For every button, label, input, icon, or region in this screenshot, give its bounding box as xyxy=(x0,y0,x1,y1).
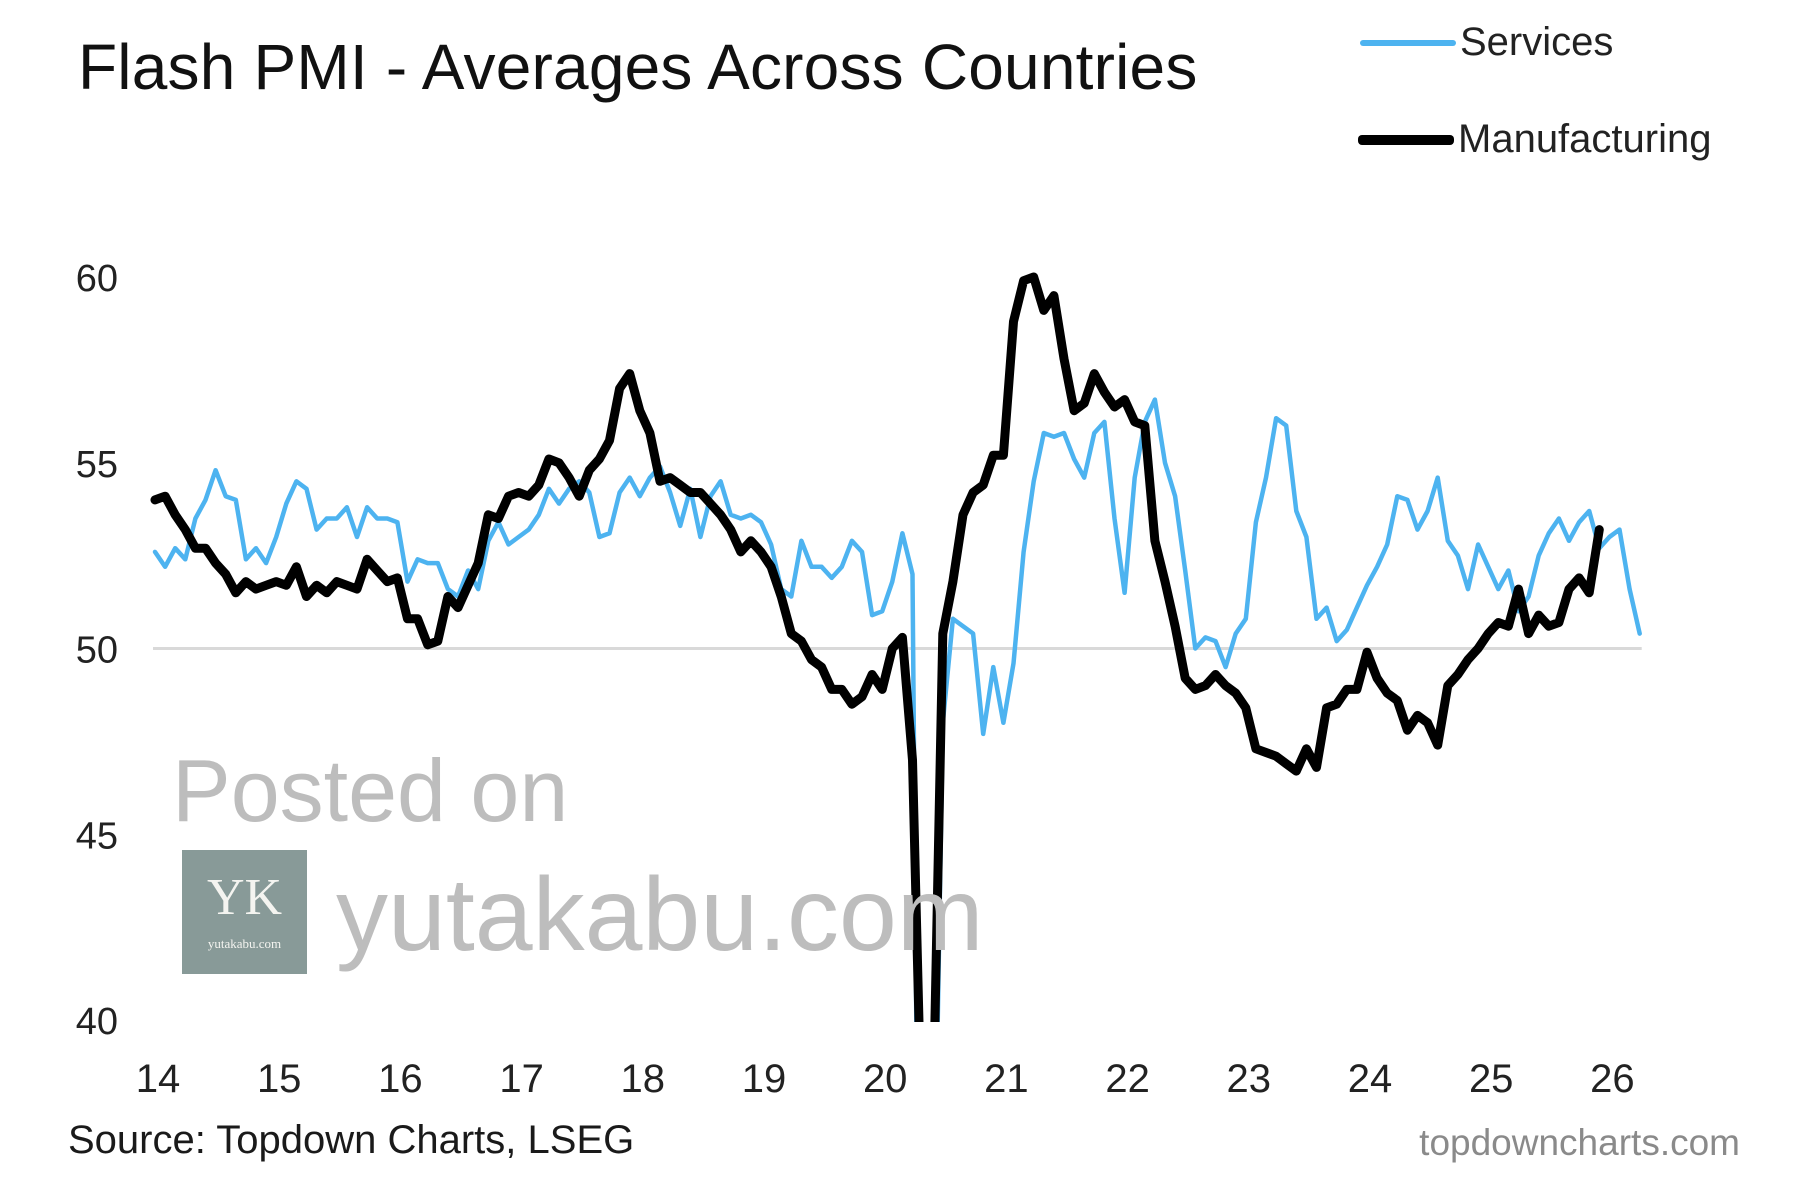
y-tick-label: 55 xyxy=(76,444,118,486)
watermark-posted-on: Posted on xyxy=(172,741,569,840)
x-axis: 14 15 16 17 18 19 20 21 22 23 24 25 26 xyxy=(136,1057,1635,1101)
x-tick-label: 26 xyxy=(1590,1057,1635,1101)
x-tick-label: 14 xyxy=(136,1057,181,1101)
legend-label-manufacturing: Manufacturing xyxy=(1458,117,1712,161)
watermark-site: yutakabu.com xyxy=(336,857,984,973)
logo-text: yutakabu.com xyxy=(207,936,282,951)
legend-label-services: Services xyxy=(1460,20,1614,64)
series-layer xyxy=(150,272,1642,1022)
y-tick-label: 40 xyxy=(76,1001,118,1043)
credit-link[interactable]: topdowncharts.com xyxy=(1419,1122,1740,1163)
x-tick-label: 18 xyxy=(621,1057,666,1101)
legend-item-services: Services xyxy=(1360,20,1613,65)
y-tick-label: 50 xyxy=(76,630,118,672)
legend-swatch-manufacturing xyxy=(1358,134,1454,145)
x-tick-label: 21 xyxy=(984,1057,1029,1101)
y-axis: 60 55 50 45 40 xyxy=(76,258,118,1043)
series-line-services xyxy=(152,397,1642,1022)
x-tick-label: 19 xyxy=(742,1057,787,1101)
x-tick-label: 24 xyxy=(1348,1057,1393,1101)
legend-swatch-services xyxy=(1360,39,1456,46)
x-tick-label: 23 xyxy=(1227,1057,1272,1101)
x-tick-label: 22 xyxy=(1105,1057,1150,1101)
legend-item-manufacturing: Manufacturing xyxy=(1358,117,1711,162)
y-tick-label: 60 xyxy=(76,258,118,300)
source-note: Source: Topdown Charts, LSEG xyxy=(68,1118,635,1162)
x-tick-label: 25 xyxy=(1469,1057,1514,1101)
x-tick-label: 16 xyxy=(378,1057,423,1101)
logo-mark-icon: YK xyxy=(206,869,283,926)
series-line-manufacturing xyxy=(150,272,1604,1022)
chart-title: Flash PMI - Averages Across Countries xyxy=(78,31,1198,103)
x-tick-label: 17 xyxy=(499,1057,544,1101)
x-tick-label: 15 xyxy=(257,1057,302,1101)
watermark-logo: YK yutakabu.com xyxy=(182,850,307,974)
y-tick-label: 45 xyxy=(76,815,118,857)
x-tick-label: 20 xyxy=(863,1057,908,1101)
